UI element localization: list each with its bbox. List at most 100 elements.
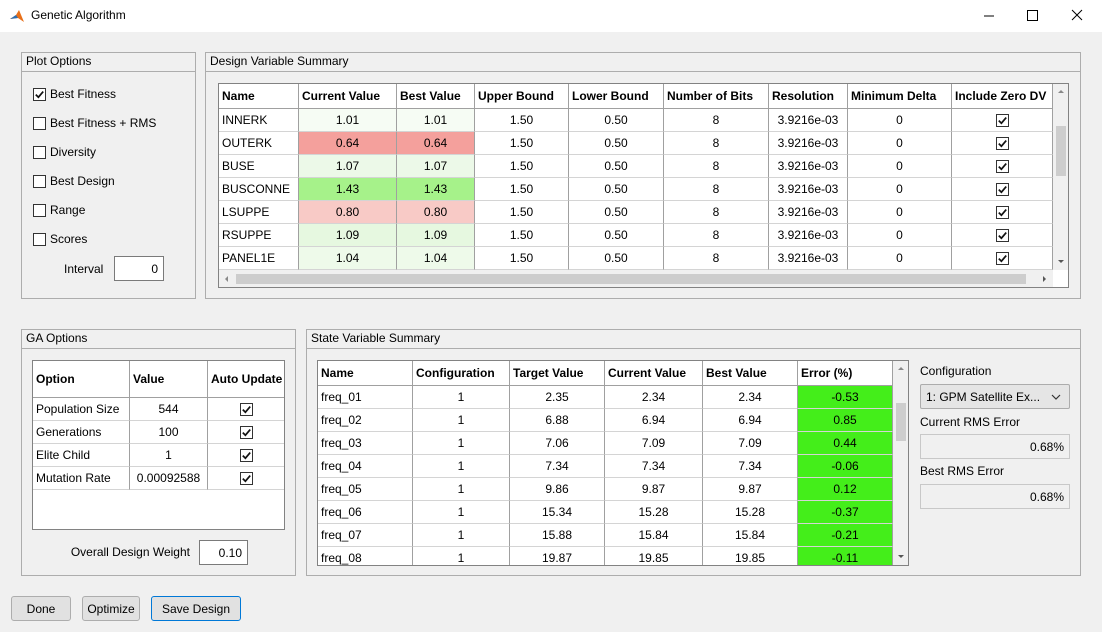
table-cell: Population Size: [33, 398, 130, 421]
scroll-arrows[interactable]: [893, 361, 909, 565]
table-cell: [952, 247, 1053, 270]
table-cell: RSUPPE: [219, 224, 299, 247]
checkbox-label: Best Fitness: [50, 87, 117, 101]
table-cell: 1.50: [475, 155, 569, 178]
checkbox[interactable]: [33, 204, 46, 217]
checkbox[interactable]: [239, 402, 253, 416]
window-controls[interactable]: [970, 0, 1102, 32]
table-cell: 1.09: [299, 224, 397, 247]
table-cell: 100: [130, 421, 208, 444]
table-cell: -0.53: [798, 386, 893, 409]
panel-title: Plot Options: [22, 53, 195, 72]
table-cell: 1.09: [397, 224, 475, 247]
table-cell: 6.88: [510, 409, 605, 432]
table-cell: 0: [848, 109, 952, 132]
table-cell: PANEL1E: [219, 247, 299, 270]
weight-input[interactable]: 0.10: [199, 540, 248, 565]
button[interactable]: Optimize: [82, 596, 140, 621]
vertical-scrollbar[interactable]: [1053, 84, 1069, 270]
table-cell: freq_08: [318, 547, 413, 565]
table-cell: freq_01: [318, 386, 413, 409]
button[interactable]: Save Design: [151, 596, 241, 621]
checkbox[interactable]: [239, 448, 253, 462]
table-cell: 1.50: [475, 201, 569, 224]
interval-input[interactable]: 0: [114, 256, 164, 281]
checkbox[interactable]: [239, 425, 253, 439]
table-cell: 0.85: [798, 409, 893, 432]
state-variable-panel: State Variable Summary: [306, 329, 1081, 576]
table-cell: 544: [130, 398, 208, 421]
table-cell: 1.50: [475, 224, 569, 247]
table-cell: 1: [413, 524, 510, 547]
dropdown-arrow[interactable]: [1051, 394, 1061, 400]
checkbox[interactable]: [995, 182, 1009, 196]
horizontal-scrollbar[interactable]: [219, 270, 1053, 288]
checkbox[interactable]: [995, 113, 1009, 127]
table-cell: 1.50: [475, 247, 569, 270]
checkbox[interactable]: [33, 233, 46, 246]
table-cell: [952, 155, 1053, 178]
checkbox[interactable]: [995, 136, 1009, 150]
table-cell: 15.28: [703, 501, 798, 524]
panel-title: State Variable Summary: [307, 330, 1080, 349]
checkbox-label: Best Fitness + RMS: [50, 116, 157, 130]
checkbox[interactable]: [33, 146, 46, 159]
checkbox[interactable]: [33, 88, 46, 101]
checkbox-label: Range: [50, 203, 86, 217]
table-cell: 0.80: [299, 201, 397, 224]
table-cell: 15.28: [605, 501, 703, 524]
checkbox[interactable]: [995, 205, 1009, 219]
column-header: Number of Bits: [664, 84, 769, 109]
checkbox[interactable]: [995, 228, 1009, 242]
column-header: Configuration: [413, 361, 510, 386]
column-header: Value: [130, 361, 208, 398]
table-cell: BUSCONNE: [219, 178, 299, 201]
table-cell: 8: [664, 155, 769, 178]
table-cell: 1.01: [397, 109, 475, 132]
scroll-track[interactable]: [219, 270, 1053, 288]
button[interactable]: Done: [11, 596, 71, 621]
table-cell: 9.87: [703, 478, 798, 501]
table-cell: -0.21: [798, 524, 893, 547]
checkbox[interactable]: [995, 251, 1009, 265]
table-cell: 8: [664, 224, 769, 247]
table-cell: Generations: [33, 421, 130, 444]
checkbox-label: Scores: [50, 232, 88, 246]
table-cell: 1.04: [299, 247, 397, 270]
table-cell: INNERK: [219, 109, 299, 132]
table-cell: 1: [413, 386, 510, 409]
table-cell: 0.80: [397, 201, 475, 224]
table-cell: 0: [848, 132, 952, 155]
checkbox[interactable]: [239, 471, 253, 485]
table-cell: Elite Child: [33, 444, 130, 467]
table-cell: 3.9216e-03: [769, 201, 848, 224]
checkbox[interactable]: [33, 175, 46, 188]
scroll-arrows[interactable]: [1053, 84, 1069, 270]
column-header: Auto Update: [208, 361, 284, 398]
table-cell: [208, 421, 284, 444]
table-cell: [952, 109, 1053, 132]
table-cell: 0.50: [569, 224, 664, 247]
table-cell: OUTERK: [219, 132, 299, 155]
table-cell: 0: [848, 178, 952, 201]
best-rms-label: Best RMS Error: [920, 464, 1005, 478]
column-header: Name: [318, 361, 413, 386]
table-cell: 0.64: [299, 132, 397, 155]
checkbox[interactable]: [33, 117, 46, 130]
vertical-scrollbar[interactable]: [893, 361, 909, 565]
checkbox-label: Diversity: [50, 145, 97, 159]
table-cell: 9.87: [605, 478, 703, 501]
weight-label: Overall Design Weight: [70, 545, 190, 559]
best-rms-value: 0.68%: [920, 484, 1070, 509]
table-cell: [208, 467, 284, 490]
column-header: Best Value: [397, 84, 475, 109]
table-cell: 3.9216e-03: [769, 178, 848, 201]
table-cell: 2.34: [605, 386, 703, 409]
table-cell: -0.06: [798, 455, 893, 478]
checkbox[interactable]: [995, 159, 1009, 173]
table-cell: 15.88: [510, 524, 605, 547]
checkbox-label: Best Design: [50, 174, 115, 188]
ga-options-panel: GA Options Overall Design Weight 0.10: [21, 329, 296, 576]
configuration-dropdown[interactable]: 1: GPM Satellite Ex...: [920, 384, 1070, 409]
